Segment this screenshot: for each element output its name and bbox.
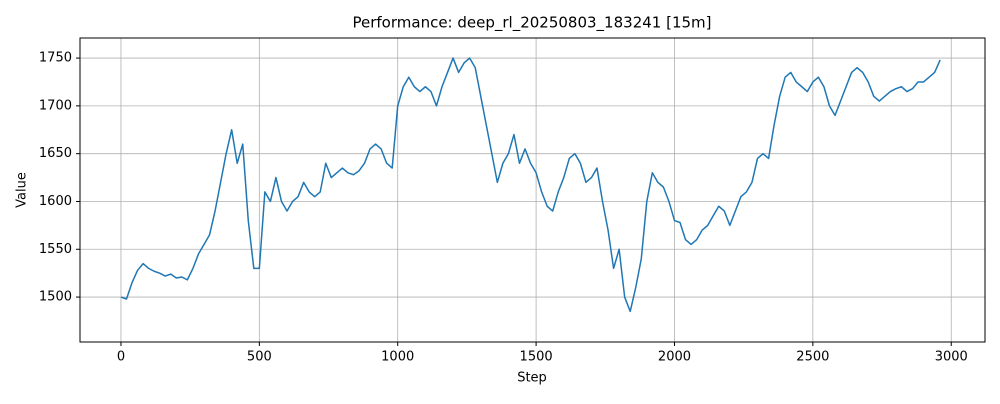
- plot: 0 500 1000 1500 2000 2500 3000 1500 1550 1600 1650…: [39, 38, 985, 365]
- y-tick-label: 1750: [39, 51, 72, 66]
- x-tick-label: 0: [117, 350, 125, 365]
- x-tick-label: 1500: [520, 350, 553, 365]
- y-tick-label: 1600: [39, 194, 72, 209]
- line: [120, 57, 941, 313]
- x-tick-label: 500: [247, 350, 272, 365]
- y-tick-label: 1500: [39, 290, 72, 305]
- x-axis-label: Step: [517, 371, 547, 386]
- x-tick-label: 3000: [935, 350, 968, 365]
- x-tick-label: 2500: [796, 350, 829, 365]
- plot-frame: [79, 37, 986, 343]
- x-tick-label: 2000: [658, 350, 691, 365]
- y-tick-label: 1550: [39, 242, 72, 257]
- chart-title: Performance: deep_rl_20250803_183241 [15…: [353, 14, 712, 33]
- y-axis-label: Value: [15, 172, 30, 208]
- x-tick-label: 1000: [381, 350, 414, 365]
- y-tick-label: 1700: [39, 98, 72, 113]
- y-tick-label: 1650: [39, 146, 72, 161]
